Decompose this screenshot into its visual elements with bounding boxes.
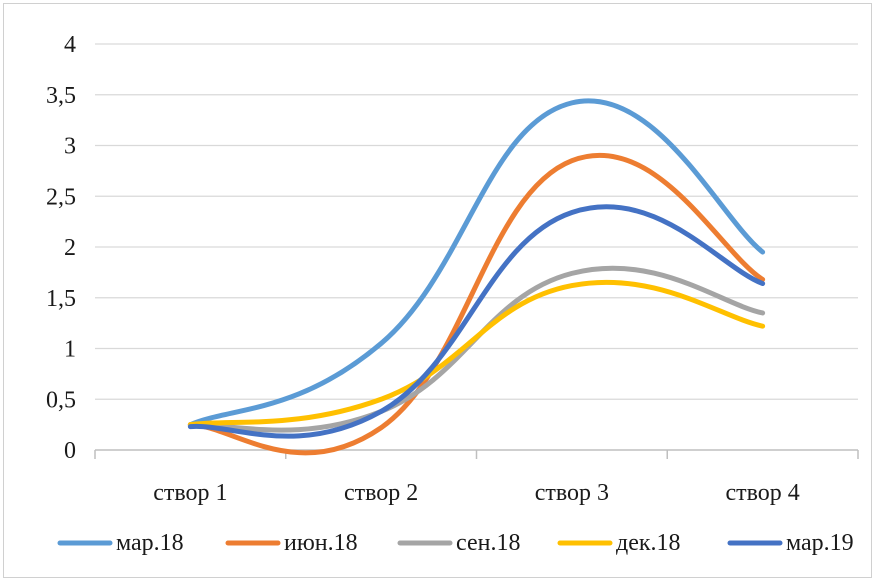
y-tick-label: 3 (64, 134, 76, 160)
x-tick-label: створ 1 (153, 480, 227, 506)
y-tick-label: 4 (64, 32, 76, 58)
x-axis-ticks: створ 1 створ 2 створ 3 створ 4 (153, 480, 800, 506)
legend-label: дек.18 (616, 530, 681, 556)
y-tick-label: 2 (64, 235, 76, 261)
y-tick-label: 0,5 (46, 387, 76, 413)
y-tick-label: 2,5 (46, 184, 76, 210)
legend-label: мар.19 (786, 530, 854, 556)
series-line-4 (187, 279, 766, 428)
chart-frame (3, 3, 872, 578)
y-tick-label: 1 (64, 337, 76, 363)
series-line-2 (187, 152, 766, 456)
series-line-1 (187, 98, 766, 428)
legend-label: сен.18 (456, 530, 520, 556)
gridlines (95, 43, 858, 400)
legend-label: мар.18 (116, 530, 184, 556)
x-tick-label: створ 2 (344, 480, 418, 506)
x-tick-label: створ 4 (725, 480, 799, 506)
series-line-5 (187, 204, 766, 439)
series-lines (187, 98, 766, 456)
x-tick-label: створ 3 (535, 480, 609, 506)
y-tick-label: 3,5 (46, 83, 76, 109)
legend: мар.18 июн.18 сен.18 дек.18 мар.19 (57, 530, 854, 556)
legend-label: июн.18 (284, 530, 358, 556)
y-axis-ticks: 0 0,5 1 1,5 2 2,5 3 3,5 4 (46, 32, 76, 464)
x-axis (94, 449, 859, 459)
y-tick-label: 0 (64, 438, 76, 464)
y-tick-label: 1,5 (46, 286, 76, 312)
